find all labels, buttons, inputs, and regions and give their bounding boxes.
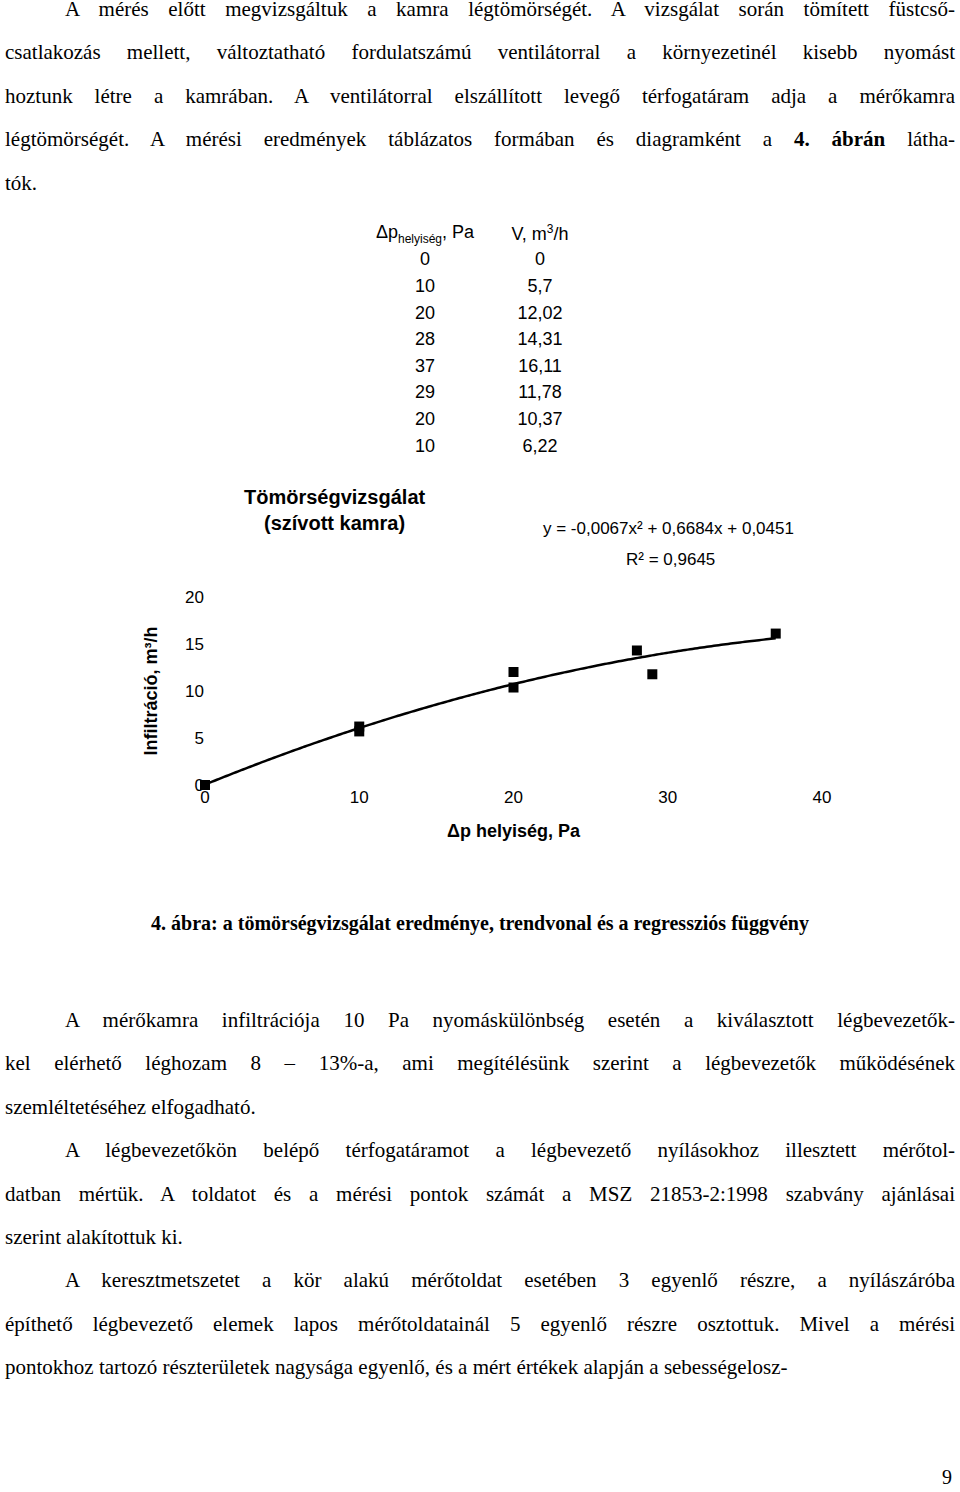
- html-text:0: 0: [535, 249, 545, 270]
- html-text:20: 20: [415, 302, 435, 323]
- html-text:A légbevezetőkön belépő térfog: A légbevezetőkön belépő térfogatáramot a…: [65, 1138, 955, 1163]
- html-text:építhető légbevezető elemek la: építhető légbevezető elemek lapos mérőto…: [5, 1311, 955, 1336]
- html-text:16,11: 16,11: [518, 355, 562, 376]
- html-text:hoztunk létre a kamrában. A ve: hoztunk létre a kamrában. A ventilátorra…: [5, 83, 955, 108]
- html-text:5,7: 5,7: [527, 276, 553, 296]
- html-text:6,22: 6,22: [522, 435, 558, 456]
- html-text:4. ábra: a tömörségvizsgálat e: 4. ábra: a tömörségvizsgálat eredménye, …: [151, 912, 809, 934]
- svg-text:20: 20: [504, 788, 523, 807]
- html-text:12,02: 12,02: [517, 302, 563, 323]
- svg-text:0: 0: [200, 788, 209, 807]
- html-text:kel elérhető léghozam 8 – 13%-: kel elérhető léghozam 8 – 13%-a, ami meg…: [5, 1051, 955, 1076]
- html-text:csatlakozás mellett, változtat: csatlakozás mellett, változtatható fordu…: [5, 40, 955, 65]
- svg-text:20: 20: [185, 588, 204, 607]
- html-text:datban mértük. A toldatot és a: datban mértük. A toldatot és a mérési po…: [5, 1181, 955, 1206]
- html-text:29: 29: [415, 382, 435, 403]
- html-text:37: 37: [415, 355, 435, 376]
- svg-text:10: 10: [350, 788, 369, 807]
- html-text:20: 20: [415, 409, 435, 429]
- svg-text:15: 15: [185, 635, 204, 654]
- html-text:A keresztmetszetet a kör alakú: A keresztmetszetet a kör alakú mérőtolda…: [65, 1268, 955, 1293]
- html-text:szerint alakítottuk ki.: szerint alakítottuk ki.: [5, 1225, 183, 1249]
- html-text:A mérőkamra infiltrációja 10 P: A mérőkamra infiltrációja 10 Pa nyomáskü…: [65, 1008, 955, 1032]
- svg-text:0: 0: [195, 776, 204, 795]
- svg-text:5: 5: [195, 729, 204, 748]
- html-text:11,78: 11,78: [518, 382, 562, 403]
- html-text:28: 28: [415, 329, 435, 350]
- html-text:14,31: 14,31: [517, 329, 563, 350]
- html-text:légtömörségét. A mérési eredmé: légtömörségét. A mérési eredmények táblá…: [5, 127, 955, 152]
- svg-text:Tömörségvizsgálat(szívott kamr: Tömörségvizsgálat(szívott kamra): [244, 486, 426, 534]
- svg-text:y = -0,0067x² + 0,6684x + 0,04: y = -0,0067x² + 0,6684x + 0,0451: [543, 519, 794, 538]
- html-text:Δphelyiség, Pa: Δphelyiség, Pa: [375, 221, 474, 246]
- html-text:10,37: 10,37: [517, 409, 563, 429]
- html-text:0: 0: [420, 249, 430, 270]
- svg-text:10: 10: [185, 682, 204, 701]
- html-text:10: 10: [415, 276, 435, 296]
- svg-text:40: 40: [813, 788, 832, 807]
- html-text:9: 9: [942, 1466, 952, 1488]
- html-text:szemléltetéséhez elfogadható.: szemléltetéséhez elfogadható.: [5, 1094, 256, 1119]
- svg-text:Infiltráció, m³/h: Infiltráció, m³/h: [141, 626, 161, 755]
- svg-text:R² = 0,9645: R² = 0,9645: [626, 550, 715, 569]
- html-text:pontokhoz tartozó részterülete: pontokhoz tartozó részterületek nagysága…: [5, 1355, 788, 1380]
- html-text:V, m3/h: V, m3/h: [511, 221, 569, 244]
- svg-text:30: 30: [658, 788, 677, 807]
- html-text:tók.: tók.: [5, 170, 38, 195]
- html-text:10: 10: [415, 435, 435, 456]
- svg-text:Δp helyiség, Pa: Δp helyiség, Pa: [447, 821, 581, 841]
